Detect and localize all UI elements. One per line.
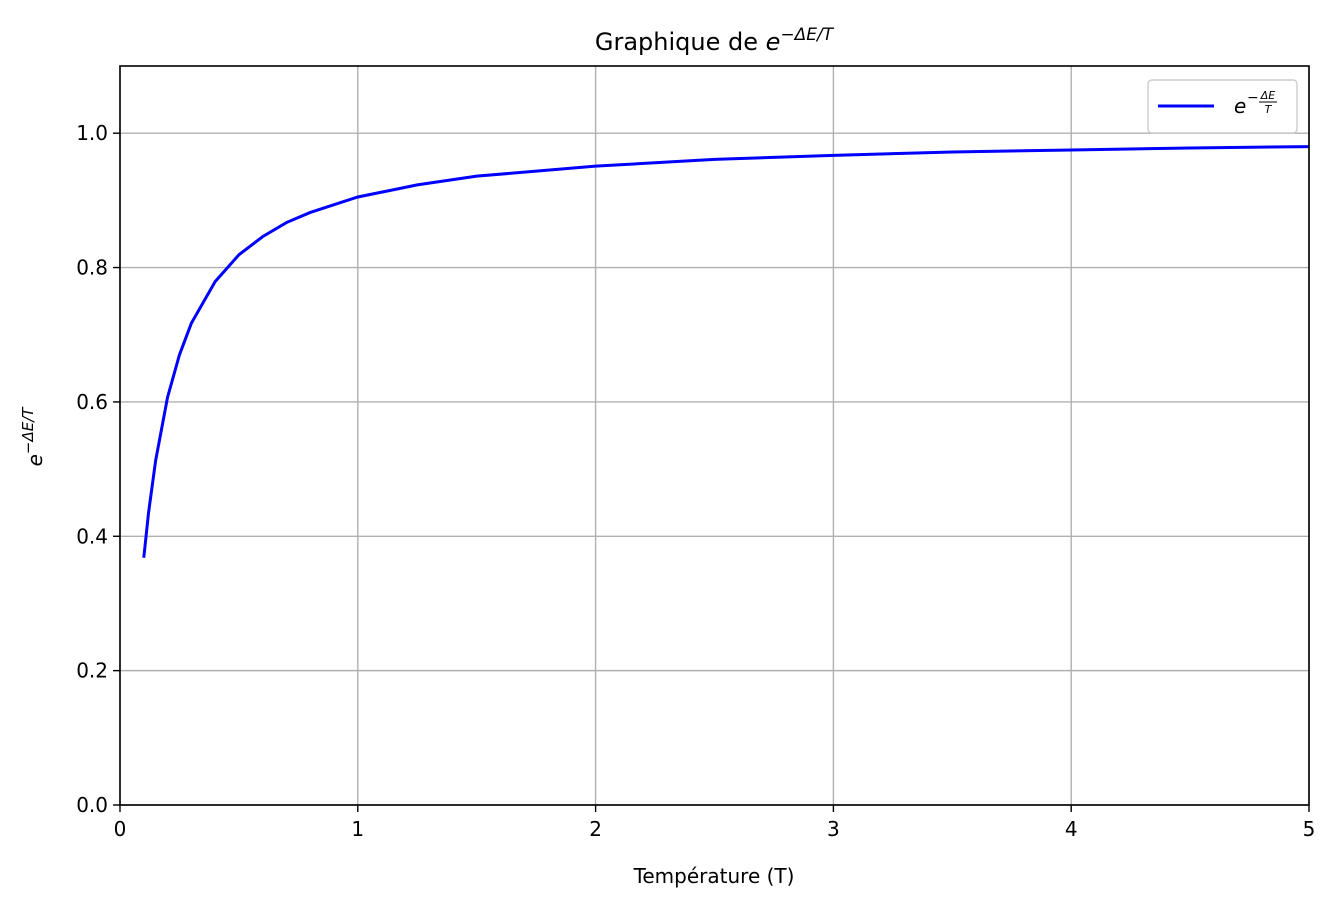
y-tick-label: 0.4 [76, 524, 108, 548]
legend-sign: − [1247, 90, 1259, 106]
plot-frame [119, 65, 1310, 806]
y-tick-label: 1.0 [76, 121, 108, 145]
x-tick-label: 1 [351, 817, 364, 841]
y-tick-label: 0.0 [76, 793, 108, 817]
title-exponent: −ΔE/T [780, 25, 834, 45]
y-tick-label: 0.2 [76, 659, 108, 683]
y-label-exponent: −ΔE/T [19, 406, 37, 454]
x-tick-label: 0 [114, 817, 127, 841]
x-axis-label: Température (T) [633, 864, 795, 888]
chart-title: Graphique de e−ΔE/T [595, 25, 835, 56]
title-math: e [766, 28, 781, 56]
y-label-base: e [23, 454, 47, 466]
y-axis-label: e−ΔE/T [19, 406, 47, 467]
x-tick-label: 3 [827, 817, 840, 841]
x-tick-label: 5 [1303, 817, 1316, 841]
legend-box [1147, 79, 1298, 134]
legend-base: e [1234, 94, 1246, 118]
legend-denominator: T [1265, 103, 1273, 116]
y-tick-label: 0.6 [76, 390, 108, 414]
data-line [142, 145, 1310, 558]
x-tick-label: 4 [1065, 817, 1078, 841]
legend-numerator: ΔE [1260, 89, 1276, 102]
title-text: Graphique de [595, 28, 758, 56]
x-tick-label: 2 [589, 817, 602, 841]
y-tick-label: 0.8 [76, 256, 108, 280]
